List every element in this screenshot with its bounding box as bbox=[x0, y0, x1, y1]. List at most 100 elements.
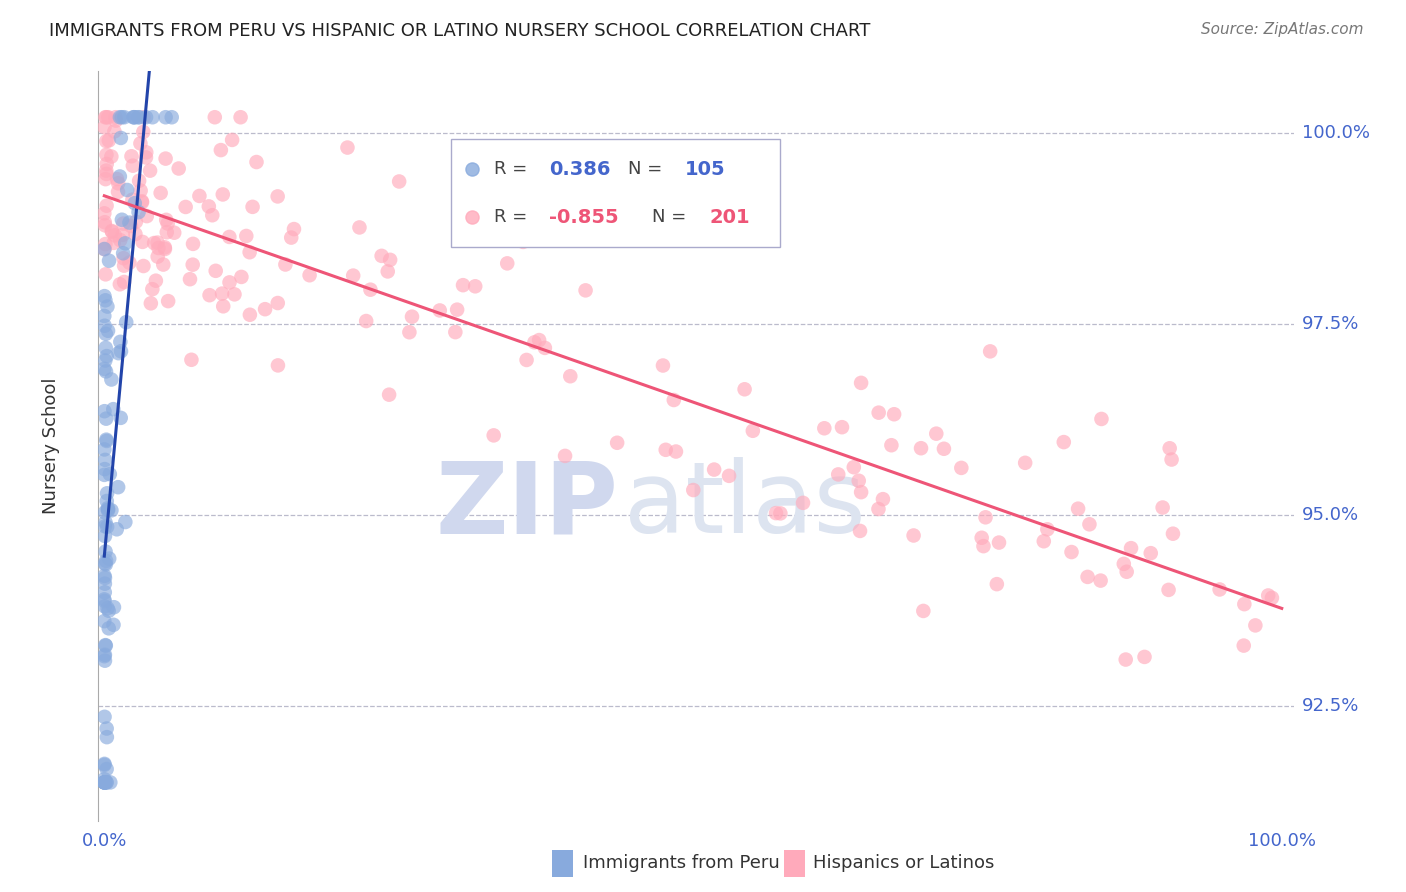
Point bbox=[93, 442, 115, 457]
Point bbox=[112, 246, 135, 260]
Point bbox=[97, 110, 120, 124]
Point bbox=[108, 169, 131, 184]
Point bbox=[986, 577, 1008, 591]
Point bbox=[107, 185, 129, 199]
Point bbox=[93, 309, 115, 323]
Point bbox=[181, 236, 204, 251]
Text: Hispanics or Latinos: Hispanics or Latinos bbox=[813, 855, 994, 872]
Point bbox=[153, 242, 176, 256]
Point bbox=[827, 467, 849, 482]
Point bbox=[868, 406, 890, 420]
Point bbox=[111, 110, 134, 124]
Point bbox=[139, 163, 162, 178]
Point bbox=[1157, 582, 1180, 597]
Text: R =: R = bbox=[494, 161, 533, 178]
Point bbox=[139, 296, 162, 310]
Point bbox=[121, 193, 143, 207]
Point bbox=[103, 235, 125, 250]
Point bbox=[359, 283, 381, 297]
Point bbox=[135, 150, 157, 164]
Point bbox=[135, 145, 157, 160]
Point bbox=[118, 216, 141, 230]
Point bbox=[950, 461, 973, 475]
Text: 95.0%: 95.0% bbox=[1302, 506, 1360, 524]
Point bbox=[242, 200, 264, 214]
Point bbox=[94, 576, 117, 591]
Text: N =: N = bbox=[652, 208, 686, 226]
Point bbox=[96, 199, 118, 213]
Point bbox=[224, 287, 246, 301]
Point bbox=[349, 220, 371, 235]
Point bbox=[93, 206, 115, 220]
Point bbox=[1233, 639, 1256, 653]
Point bbox=[560, 369, 582, 384]
Point bbox=[652, 359, 675, 373]
Point bbox=[181, 258, 204, 272]
Point bbox=[112, 217, 135, 231]
Point bbox=[204, 264, 226, 278]
Point bbox=[925, 426, 948, 441]
Point bbox=[446, 302, 468, 317]
Point bbox=[96, 775, 118, 789]
Point bbox=[813, 421, 835, 435]
Point bbox=[146, 235, 169, 250]
Point bbox=[94, 110, 117, 124]
Point bbox=[104, 110, 127, 124]
Point bbox=[93, 614, 115, 628]
Point bbox=[101, 225, 124, 239]
Point bbox=[94, 237, 117, 252]
Point bbox=[153, 240, 176, 254]
Point bbox=[97, 134, 120, 148]
Point bbox=[115, 315, 138, 329]
Point bbox=[239, 308, 262, 322]
Point bbox=[1233, 597, 1256, 611]
Point bbox=[516, 353, 538, 368]
Point bbox=[94, 353, 117, 368]
Point bbox=[96, 349, 118, 363]
Point bbox=[167, 161, 190, 176]
Point bbox=[93, 775, 115, 789]
Point bbox=[127, 110, 149, 124]
Text: 92.5%: 92.5% bbox=[1302, 697, 1360, 715]
Point bbox=[1090, 412, 1112, 426]
Point bbox=[388, 174, 411, 188]
Point bbox=[114, 236, 136, 251]
Point bbox=[849, 524, 872, 538]
Point bbox=[734, 382, 756, 396]
Point bbox=[96, 147, 118, 161]
Point bbox=[654, 442, 676, 457]
Point bbox=[96, 762, 118, 776]
Point bbox=[103, 124, 125, 138]
Point bbox=[988, 535, 1011, 549]
Text: 201: 201 bbox=[709, 208, 749, 227]
Point bbox=[342, 268, 364, 283]
Point bbox=[94, 505, 117, 519]
Point bbox=[94, 585, 117, 599]
Text: Immigrants from Peru: Immigrants from Peru bbox=[583, 855, 780, 872]
Point bbox=[93, 289, 115, 303]
Point bbox=[211, 286, 233, 301]
Point bbox=[179, 272, 201, 286]
Point bbox=[143, 235, 166, 250]
Text: 100.0%: 100.0% bbox=[1247, 831, 1316, 850]
Point bbox=[122, 110, 145, 124]
Point bbox=[429, 303, 451, 318]
Point bbox=[912, 604, 935, 618]
Point bbox=[94, 638, 117, 652]
Point bbox=[401, 310, 423, 324]
Point bbox=[121, 149, 143, 163]
Point bbox=[96, 167, 118, 181]
Point bbox=[212, 299, 235, 313]
Point bbox=[229, 110, 252, 124]
Point bbox=[121, 159, 143, 173]
Point bbox=[94, 775, 117, 789]
Point bbox=[93, 599, 115, 614]
Point bbox=[1115, 652, 1137, 666]
Point bbox=[152, 258, 174, 272]
Point bbox=[93, 594, 115, 608]
Point bbox=[131, 194, 153, 209]
Point bbox=[156, 217, 179, 231]
Point bbox=[93, 757, 115, 772]
Point bbox=[98, 253, 121, 268]
Point bbox=[96, 775, 118, 789]
